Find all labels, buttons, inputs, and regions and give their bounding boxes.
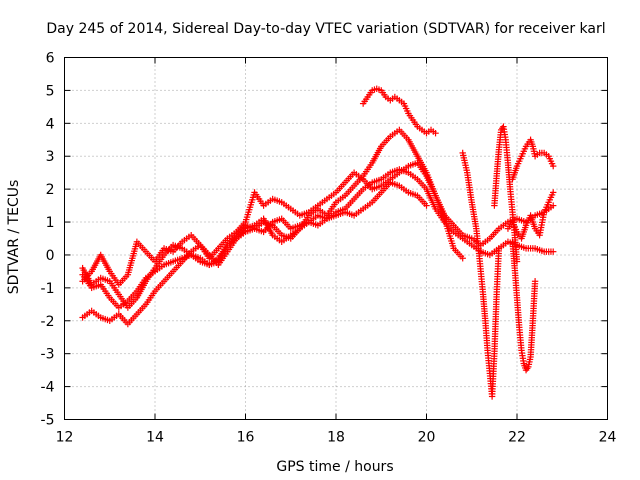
y-tick-label: -1	[41, 281, 55, 297]
x-tick-label: 22	[508, 430, 526, 446]
plot-frame	[64, 57, 608, 420]
x-tick-label: 20	[418, 430, 436, 446]
data-point	[550, 248, 557, 255]
x-tick-label: 12	[56, 430, 74, 446]
y-tick-label: 5	[46, 83, 55, 99]
data-point	[531, 278, 539, 285]
y-tick-label: 1	[46, 215, 55, 231]
x-tick-label: 24	[599, 430, 617, 446]
x-tick-label: 16	[237, 430, 255, 446]
data-points	[79, 85, 557, 400]
chart-title: Day 245 of 2014, Sidereal Day-to-day VTE…	[46, 21, 605, 37]
data-point	[550, 162, 557, 170]
y-tick-label: 0	[46, 248, 55, 264]
data-point	[459, 255, 466, 262]
x-tick-label: 14	[146, 430, 164, 446]
y-tick-label: -5	[41, 413, 55, 429]
y-axis-label: SDTVAR / TECUs	[6, 180, 22, 295]
x-axis-label: GPS time / hours	[276, 459, 393, 475]
data-point	[550, 202, 557, 209]
data-point	[423, 202, 430, 209]
y-tick-label: 6	[46, 51, 55, 67]
x-tick-label: 18	[327, 430, 345, 446]
y-tick-label: 2	[46, 182, 55, 198]
y-tick-label: 4	[46, 116, 55, 132]
y-tick-label: -3	[41, 347, 55, 363]
data-point	[550, 189, 557, 196]
y-tick-label: -2	[41, 314, 55, 330]
data-point	[495, 245, 503, 252]
y-tick-label: 3	[46, 149, 55, 165]
data-point	[432, 129, 439, 137]
y-tick-label: -4	[41, 380, 55, 396]
